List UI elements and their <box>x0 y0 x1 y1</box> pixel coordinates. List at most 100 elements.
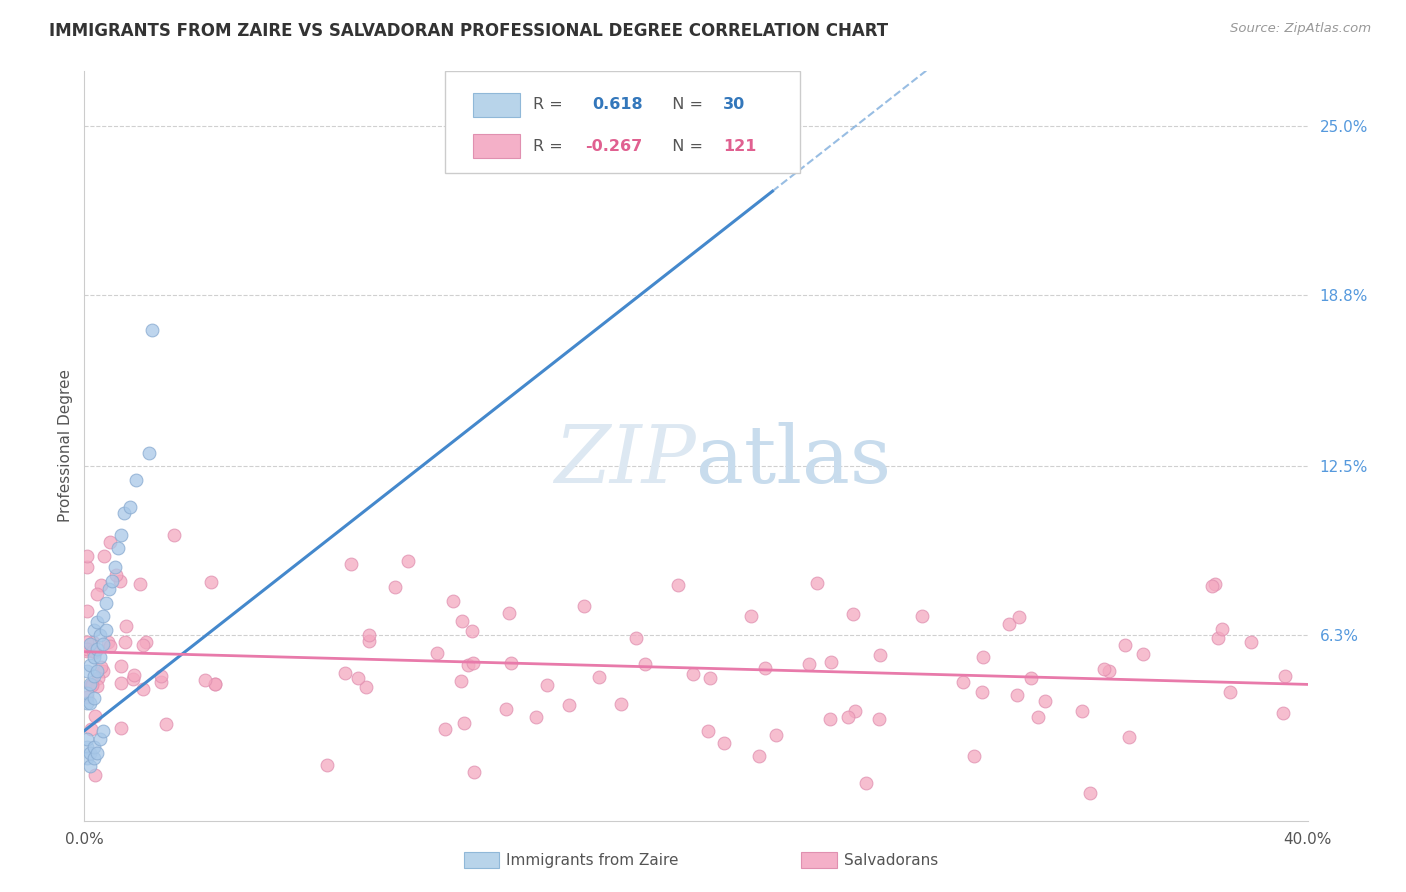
Point <box>820 655 842 669</box>
Point <box>76 635 98 649</box>
Point <box>76 664 98 678</box>
Point <box>697 723 720 738</box>
Point <box>972 650 994 665</box>
Point <box>869 648 891 663</box>
Point <box>754 661 776 675</box>
Point <box>105 568 128 582</box>
Point <box>797 657 820 672</box>
Point <box>86 615 108 629</box>
Point <box>441 594 464 608</box>
Point <box>87 671 110 685</box>
Point <box>451 615 474 629</box>
Point <box>89 650 111 665</box>
Point <box>91 664 114 678</box>
Point <box>204 677 226 691</box>
Point <box>952 675 974 690</box>
Point <box>97 635 120 649</box>
Point <box>713 736 735 750</box>
Point <box>868 712 890 726</box>
Point <box>89 731 111 746</box>
Point <box>841 607 863 622</box>
Point <box>83 623 105 637</box>
Point <box>495 702 517 716</box>
Point <box>76 697 98 711</box>
Point <box>450 674 472 689</box>
Point <box>129 576 152 591</box>
Point <box>765 728 787 742</box>
Point <box>524 710 547 724</box>
Point <box>135 635 157 649</box>
Point <box>98 535 121 549</box>
Point <box>76 549 98 564</box>
Point <box>76 731 98 746</box>
Text: N =: N = <box>662 138 707 153</box>
Point <box>82 635 104 649</box>
Point <box>457 658 479 673</box>
Point <box>340 557 363 571</box>
Point <box>740 609 762 624</box>
Point <box>112 506 135 520</box>
Point <box>572 599 595 613</box>
Point <box>94 623 117 637</box>
Point <box>120 500 142 515</box>
Point <box>83 669 105 683</box>
Point <box>138 446 160 460</box>
Point <box>626 631 648 645</box>
Point <box>132 681 155 696</box>
Point <box>501 657 523 671</box>
Point <box>84 709 107 723</box>
Point <box>1272 706 1295 720</box>
Text: IMMIGRANTS FROM ZAIRE VS SALVADORAN PROFESSIONAL DEGREE CORRELATION CHART: IMMIGRANTS FROM ZAIRE VS SALVADORAN PROF… <box>49 22 889 40</box>
Point <box>1205 576 1227 591</box>
Point <box>83 650 105 665</box>
Point <box>855 776 877 790</box>
Point <box>79 697 101 711</box>
Point <box>76 560 98 574</box>
FancyBboxPatch shape <box>474 134 520 158</box>
Point <box>110 676 132 690</box>
Point <box>76 644 98 658</box>
Point <box>122 668 145 682</box>
Point <box>666 578 689 592</box>
Point <box>461 624 484 639</box>
Point <box>1240 635 1263 649</box>
Point <box>76 690 98 705</box>
Point <box>115 618 138 632</box>
Point <box>82 644 104 658</box>
Point <box>354 680 377 694</box>
Point <box>359 628 381 642</box>
Point <box>125 473 148 487</box>
Point <box>384 580 406 594</box>
Point <box>141 323 163 337</box>
Point <box>194 673 217 687</box>
Point <box>163 528 186 542</box>
Point <box>98 639 121 653</box>
Point <box>396 554 419 568</box>
Text: 0.618: 0.618 <box>592 97 643 112</box>
Point <box>86 746 108 760</box>
Point <box>498 606 520 620</box>
Point <box>79 658 101 673</box>
Point <box>1026 709 1049 723</box>
Point <box>84 645 107 659</box>
Point <box>83 691 105 706</box>
Point <box>101 574 124 588</box>
Text: ZIP: ZIP <box>554 422 696 500</box>
Point <box>76 740 98 755</box>
Point <box>1070 704 1092 718</box>
Text: N =: N = <box>662 97 707 112</box>
Point <box>610 697 633 711</box>
Text: R =: R = <box>533 97 568 112</box>
Point <box>76 685 98 699</box>
Point <box>83 740 105 755</box>
Point <box>588 669 610 683</box>
Point <box>86 680 108 694</box>
Point <box>1206 631 1229 645</box>
Point <box>122 673 145 687</box>
Point <box>76 642 98 657</box>
Point <box>1007 689 1029 703</box>
Point <box>91 723 114 738</box>
Point <box>1098 664 1121 678</box>
Point <box>806 575 828 590</box>
Point <box>453 716 475 731</box>
